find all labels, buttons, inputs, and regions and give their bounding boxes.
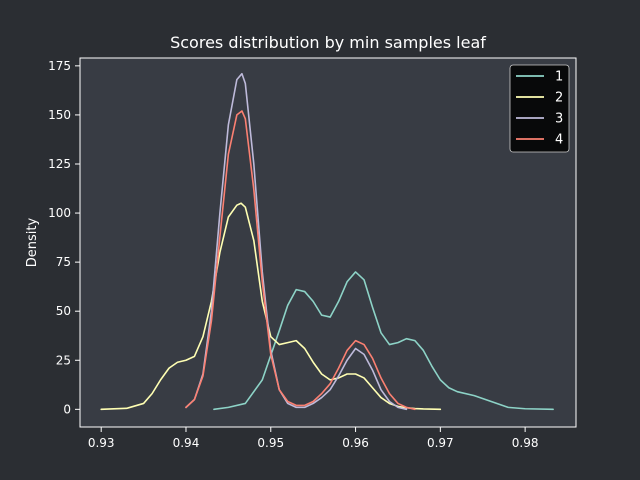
legend-label-3: 3 — [555, 112, 563, 127]
y-axis: 0 25 50 75 100 125 150 175 — [48, 59, 80, 416]
y-tick-label: 150 — [48, 108, 71, 122]
plot-area — [80, 58, 576, 427]
legend-box — [509, 64, 570, 153]
x-axis: 0.93 0.94 0.95 0.96 0.97 0.98 — [88, 427, 539, 450]
y-tick-label: 0 — [63, 402, 71, 416]
y-tick-label: 175 — [48, 59, 71, 73]
legend-label-1: 1 — [555, 70, 563, 85]
y-tick-label: 75 — [56, 255, 71, 269]
series-line-2 — [100, 202, 442, 411]
series-line-4 — [185, 110, 416, 411]
plot-frame — [79, 57, 577, 428]
x-tick-label: 0.96 — [342, 436, 369, 450]
y-tick-label: 25 — [56, 353, 71, 367]
y-tick-label: 125 — [48, 157, 71, 171]
legend: 1 2 3 4 — [509, 64, 570, 153]
x-tick-label: 0.97 — [427, 436, 454, 450]
x-tick-label: 0.95 — [257, 436, 284, 450]
legend-label-2: 2 — [555, 91, 563, 106]
y-axis-label: Density — [25, 217, 40, 267]
series-line-1 — [213, 271, 554, 411]
y-tick-label: 100 — [48, 206, 71, 220]
legend-label-4: 4 — [555, 133, 563, 148]
chart-title: Scores distribution by min samples leaf — [170, 33, 486, 52]
y-tick-label: 50 — [56, 304, 71, 318]
x-tick-label: 0.93 — [88, 436, 115, 450]
x-tick-label: 0.94 — [173, 436, 200, 450]
series-line-3 — [185, 72, 408, 411]
series-layer — [100, 72, 554, 411]
x-tick-label: 0.98 — [512, 436, 539, 450]
